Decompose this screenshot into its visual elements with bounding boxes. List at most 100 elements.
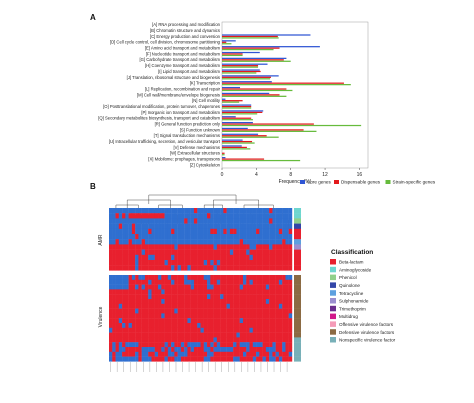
heatmap-cell bbox=[128, 318, 133, 324]
heatmap-cell bbox=[220, 308, 224, 314]
heatmap-cell bbox=[213, 218, 218, 224]
heatmap-cell bbox=[272, 223, 276, 229]
row-annotation bbox=[294, 327, 301, 333]
heatmap-cell bbox=[259, 337, 263, 343]
heatmap-cell bbox=[269, 213, 273, 219]
heatmap-cell bbox=[118, 332, 123, 338]
heatmap-cell bbox=[125, 244, 129, 250]
heatmap-cell bbox=[167, 265, 172, 271]
heatmap-cell bbox=[190, 234, 195, 240]
heatmap-cell bbox=[223, 254, 227, 261]
heatmap-cell bbox=[164, 239, 169, 245]
heatmap-cell bbox=[177, 228, 182, 235]
heatmap-cell bbox=[138, 347, 142, 352]
heatmap-cell bbox=[125, 234, 129, 240]
heatmap-cell bbox=[144, 208, 149, 214]
heatmap-cell bbox=[226, 347, 231, 352]
heatmap-cell bbox=[135, 351, 139, 357]
heatmap-cell bbox=[131, 303, 136, 309]
heatmap-cell bbox=[236, 239, 240, 245]
heatmap-cell bbox=[252, 356, 257, 362]
heatmap-cell bbox=[239, 332, 244, 338]
heatmap-cell bbox=[125, 249, 129, 255]
heatmap-cell bbox=[207, 265, 211, 271]
heatmap-cell bbox=[236, 289, 240, 295]
heatmap-cell bbox=[220, 342, 224, 348]
heatmap-cell bbox=[184, 279, 188, 285]
heatmap-cell bbox=[115, 254, 120, 261]
heatmap-cell bbox=[223, 327, 227, 333]
heatmap-cell bbox=[125, 337, 129, 343]
category-label: [T] Signal transduction mechanisms bbox=[154, 133, 220, 138]
bar-strain-specific-genes bbox=[222, 148, 251, 150]
heatmap-cell bbox=[115, 249, 120, 255]
heatmap-cell bbox=[118, 313, 123, 319]
heatmap-cell bbox=[246, 313, 250, 319]
heatmap-cell bbox=[128, 239, 133, 245]
heatmap-cell bbox=[282, 351, 286, 357]
bar-core-genes bbox=[222, 127, 248, 130]
heatmap-cell bbox=[174, 332, 178, 338]
heatmap-cell bbox=[203, 213, 208, 219]
heatmap-cell bbox=[282, 275, 286, 280]
heatmap-cell bbox=[177, 265, 182, 271]
heatmap-cell bbox=[193, 342, 198, 348]
heatmap-cell bbox=[154, 208, 159, 214]
heatmap-cell bbox=[249, 254, 253, 261]
heatmap-cell bbox=[167, 347, 172, 352]
heatmap-cell bbox=[249, 284, 253, 290]
row-annotation bbox=[294, 275, 301, 280]
heatmap-cell bbox=[158, 342, 162, 348]
heatmap-cell bbox=[193, 249, 198, 255]
heatmap-cell bbox=[262, 234, 267, 240]
heatmap-cell bbox=[122, 239, 126, 245]
heatmap-cell bbox=[259, 275, 263, 280]
heatmap-cell bbox=[272, 332, 276, 338]
heatmap-cell bbox=[275, 208, 280, 214]
heatmap-cell bbox=[138, 234, 142, 240]
heatmap-cell bbox=[272, 299, 276, 304]
heatmap-cell bbox=[239, 289, 244, 295]
heatmap-cell bbox=[141, 218, 146, 224]
heatmap-cell bbox=[233, 228, 237, 235]
heatmap-cell bbox=[288, 228, 293, 235]
heatmap-cell bbox=[171, 332, 175, 338]
heatmap-cell bbox=[203, 332, 208, 338]
heatmap-cell bbox=[239, 223, 244, 229]
heatmap-cell bbox=[288, 249, 293, 255]
heatmap-cell bbox=[164, 332, 169, 338]
bar-core-genes bbox=[222, 139, 243, 141]
heatmap-cell bbox=[272, 327, 276, 333]
heatmap-cell bbox=[252, 318, 257, 324]
heatmap-cell bbox=[249, 356, 253, 362]
heatmap-cell bbox=[220, 318, 224, 324]
heatmap-cell bbox=[122, 342, 126, 348]
heatmap-cell bbox=[239, 342, 244, 348]
heatmap-cell bbox=[262, 213, 267, 219]
heatmap-cell bbox=[269, 303, 273, 309]
heatmap-cell bbox=[282, 244, 286, 250]
heatmap-cell bbox=[190, 239, 195, 245]
heatmap-cell bbox=[115, 308, 120, 314]
heatmap-cell bbox=[158, 265, 162, 271]
heatmap-cell bbox=[193, 223, 198, 229]
heatmap-cell bbox=[259, 347, 263, 352]
heatmap-cell bbox=[272, 208, 276, 214]
heatmap-cell bbox=[144, 284, 149, 290]
heatmap-cell bbox=[148, 327, 152, 333]
heatmap-cell bbox=[148, 323, 152, 328]
heatmap-cell bbox=[242, 289, 247, 295]
heatmap-cell bbox=[112, 294, 116, 300]
heatmap-cell bbox=[256, 260, 260, 266]
heatmap-cell bbox=[259, 289, 263, 295]
heatmap-cell bbox=[177, 318, 182, 324]
heatmap-cell bbox=[122, 260, 126, 266]
heatmap-cell bbox=[226, 318, 231, 324]
heatmap-cell bbox=[272, 260, 276, 266]
heatmap-cell bbox=[197, 239, 201, 245]
heatmap-cell bbox=[216, 313, 221, 319]
heatmap-cell bbox=[265, 308, 270, 314]
heatmap-cell bbox=[138, 356, 142, 362]
heatmap-cell bbox=[242, 254, 247, 261]
heatmap-cell bbox=[242, 228, 247, 235]
